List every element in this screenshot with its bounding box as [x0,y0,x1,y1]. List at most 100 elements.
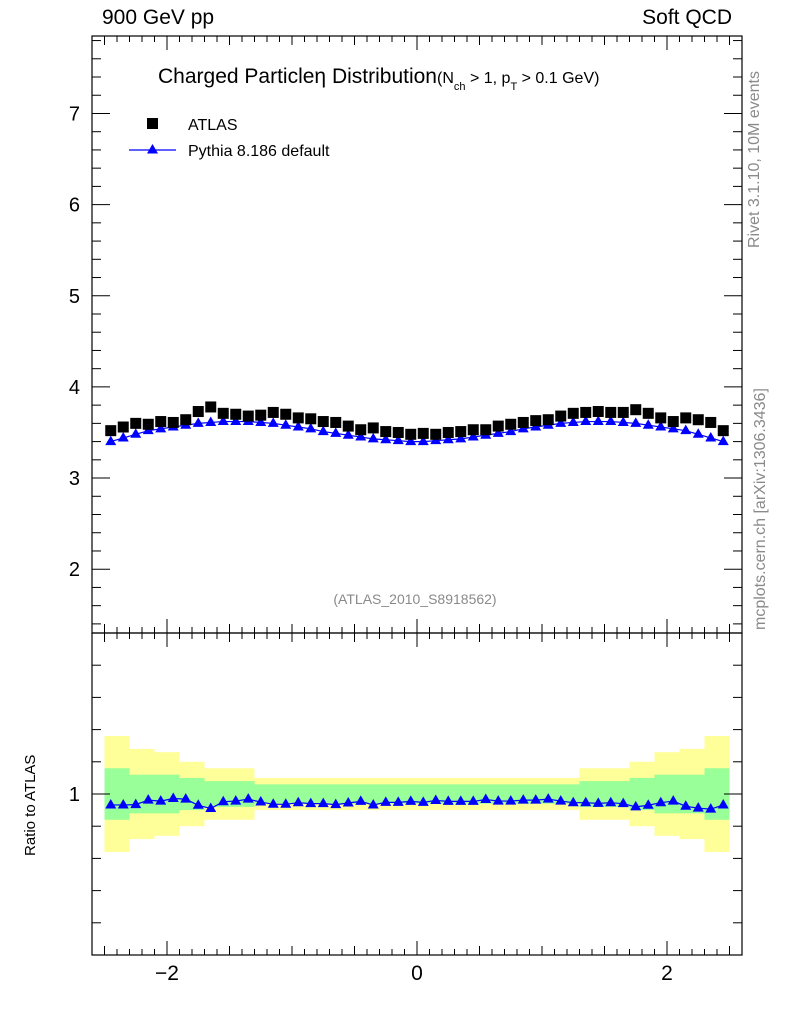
pythia-point [705,431,717,442]
pythia-point [230,415,242,426]
ratio-pythia-point [442,795,454,805]
atlas-point [580,406,592,418]
pythia-point [367,432,379,443]
ratio-pythia-point [142,794,154,804]
ratio-pythia-point [642,799,654,809]
atlas-point [205,401,217,413]
ratio-pythia-point [617,797,629,808]
pythia-point [492,427,504,437]
atlas-point [130,417,142,429]
ratio-pythia-series [105,792,729,813]
pythia-point [317,425,329,436]
ratio-pythia-point [305,797,317,808]
main-y-tick-labels: 2 3 4 5 6 7 [69,103,80,581]
ratio-pythia-point [542,793,554,803]
atlas-point [380,426,392,438]
atlas-point [492,420,504,432]
y-tick-label: 6 [69,195,80,217]
ratio-pythia-point [705,803,717,813]
pythia-point [592,415,604,426]
atlas-point [280,408,292,420]
ratio-pythia-point [330,798,342,809]
inner-band-segment [654,774,680,814]
atlas-point [467,424,479,436]
atlas-point [392,426,404,438]
pythia-point [355,431,367,441]
ratio-pythia-point [317,797,329,808]
atlas-point [530,415,542,427]
main-pythia-series [105,415,729,446]
inner-band-segment [154,774,180,814]
inner-band-segment [254,784,580,804]
atlas-point [405,428,417,440]
atlas-point [692,414,704,426]
atlas-point [630,404,642,416]
title-cuts: (N [437,70,454,87]
pythia-point [692,428,704,438]
pythia-point [555,417,567,427]
atlas-point [480,424,492,436]
ratio-pythia-point [117,798,129,809]
ratio-pythia-point [455,795,467,805]
ratio-pythia-point [480,793,492,803]
ratio-pythia-point [280,798,292,808]
atlas-point [292,412,304,424]
y-tick-label: 5 [69,286,80,308]
pythia-point [280,419,292,429]
ratio-pythia-point [630,800,642,811]
title-cuts-t: T [510,81,517,93]
atlas-point [567,407,579,419]
title-cuts-ch: ch [454,81,466,93]
header-process-label: 900 GeV pp [102,6,215,29]
ratio-pythia-point [692,802,704,812]
ratio-y-tick-label: 1 [69,784,80,806]
y-tick-label: 3 [69,468,80,490]
ratio-y-tick-labels: 1 [69,784,80,806]
atlas-point [180,414,192,426]
ratio-pythia-point [517,794,529,804]
ratio-axis-ticks [92,633,742,955]
atlas-point [230,408,242,420]
pythia-point [255,416,267,426]
ratio-pythia-point [192,799,204,809]
atlas-point [155,416,167,428]
atlas-point [330,416,342,428]
main-panel: 2 3 4 5 6 7 Charged Particleη Distribution(Nc… [69,35,743,634]
pythia-point [405,435,417,446]
ratio-pythia-point [217,795,229,806]
ratio-pythia-point [567,796,579,807]
ratio-pythia-point [467,795,479,805]
title-cuts-mid: > 1, p [466,70,511,87]
ratio-x-tick-labels: −2 0 2 [155,962,673,985]
ratio-pythia-point [167,792,179,803]
pythia-point [717,435,729,446]
atlas-point [417,427,429,439]
title-cuts-end: > 0.1 GeV) [517,70,599,87]
atlas-point [117,421,129,433]
atlas-point [142,418,154,430]
analysis-id-label: (ATLAS_2010_S8918562) [333,591,496,607]
ratio-pythia-point [417,796,429,806]
atlas-point [342,420,354,432]
title-text: Charged Particle [158,65,314,88]
ratio-pythia-point [430,794,442,804]
inner-band-segment [204,781,255,807]
atlas-point [317,416,329,428]
atlas-point [517,416,529,428]
atlas-point [617,406,629,418]
y-tick-label: 2 [69,559,80,581]
atlas-point [542,414,554,426]
legend-atlas-marker [147,118,158,129]
pythia-point [105,435,117,446]
main-axis-ticks [92,36,742,633]
pythia-point [667,422,679,433]
pythia-point [392,434,404,445]
x-tick-label: 2 [661,962,673,985]
atlas-point [355,424,367,436]
atlas-point [642,407,654,419]
main-atlas-series [105,401,729,440]
atlas-point [680,412,692,424]
ratio-pythia-point [342,797,354,807]
pythia-point [417,435,429,446]
